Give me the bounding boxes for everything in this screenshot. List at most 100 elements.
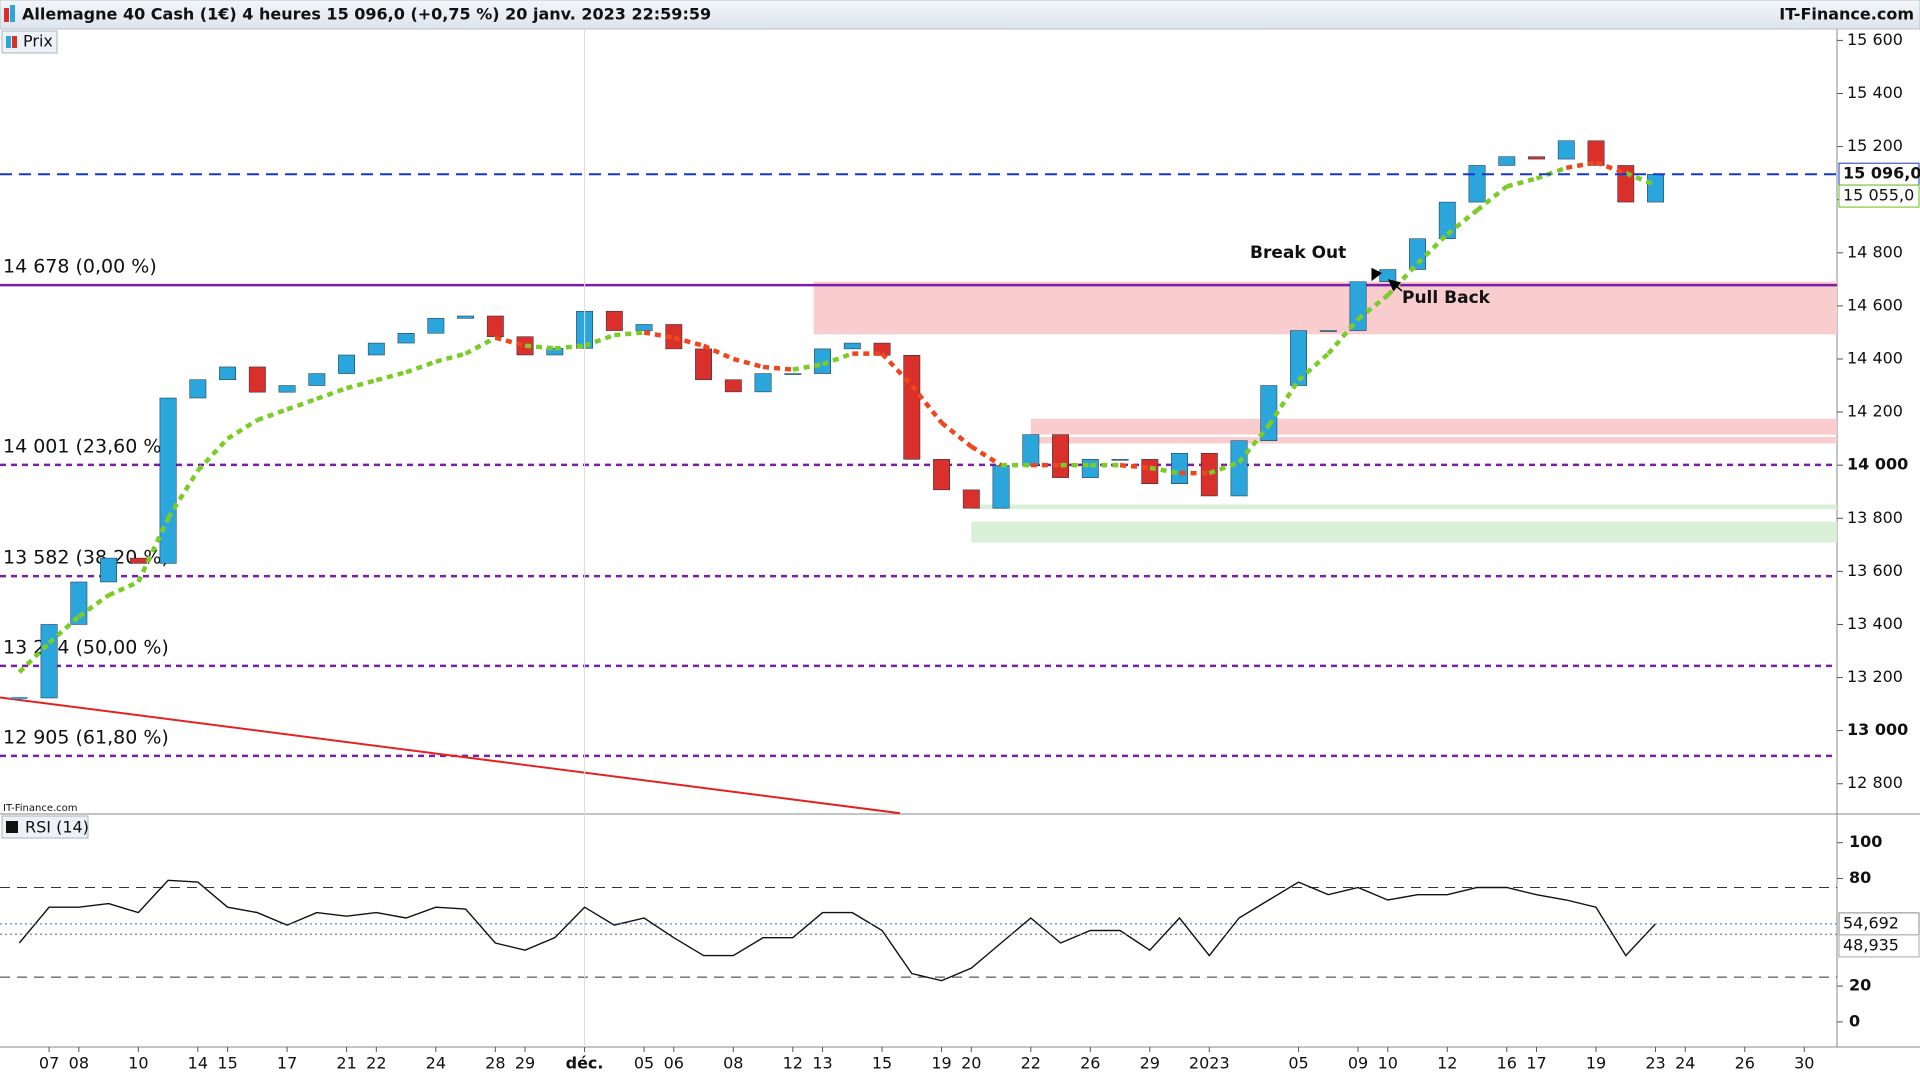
candle xyxy=(486,315,504,337)
candle xyxy=(367,342,385,356)
moving-average xyxy=(464,335,497,356)
candle xyxy=(695,348,712,380)
y-tick-label: 14 200 xyxy=(1847,402,1903,421)
y-tick-label: 15 600 xyxy=(1847,30,1903,49)
moving-average xyxy=(732,356,764,370)
rsi-line xyxy=(18,879,1657,982)
x-tick-label: 13 xyxy=(812,1054,832,1073)
signal-box xyxy=(1838,934,1920,958)
zone xyxy=(1030,437,1837,444)
x-tick-label: 19 xyxy=(1586,1054,1606,1073)
y-tick-label: 100 xyxy=(1849,832,1882,851)
fib-label: 13 582 (38,20 %) xyxy=(3,547,169,569)
candle xyxy=(1200,452,1218,497)
moving-average xyxy=(17,641,51,674)
moving-average xyxy=(1119,462,1150,471)
candle xyxy=(1141,459,1159,485)
moving-average xyxy=(792,362,823,372)
x-tick-label: 28 xyxy=(485,1054,505,1073)
zone xyxy=(1030,418,1837,435)
moving-average xyxy=(1297,351,1330,382)
header-source: IT-Finance.com xyxy=(1779,5,1914,24)
y-tick-label: 13 400 xyxy=(1847,614,1903,633)
zone xyxy=(971,521,1837,543)
candle xyxy=(1587,140,1605,166)
candle xyxy=(100,557,118,583)
x-tick-label: 22 xyxy=(366,1054,386,1073)
candle xyxy=(338,354,356,374)
last-price-label: 15 096,0 xyxy=(1843,164,1920,183)
moving-average xyxy=(1326,317,1360,356)
x-tick-label: 29 xyxy=(1140,1054,1160,1073)
x-tick-label: 2023 xyxy=(1189,1054,1230,1073)
y-tick-label: 13 200 xyxy=(1847,667,1903,686)
y-tick-label: 14 800 xyxy=(1847,242,1903,261)
x-tick-label: 26 xyxy=(1080,1054,1100,1073)
moving-average xyxy=(226,418,259,441)
candle xyxy=(1022,434,1040,466)
rsi-last-label: 54,692 xyxy=(1843,913,1899,932)
candle xyxy=(1290,330,1307,386)
x-tick-label: 07 xyxy=(39,1054,59,1073)
x-tick-label: 10 xyxy=(128,1054,148,1073)
x-tick-label: 24 xyxy=(1675,1054,1695,1073)
header-icon xyxy=(4,8,9,22)
moving-average xyxy=(136,517,171,583)
zone xyxy=(813,281,1837,335)
moving-average xyxy=(256,407,288,423)
candle xyxy=(397,332,415,344)
moving-average xyxy=(554,343,585,351)
candle xyxy=(1111,459,1129,461)
candle xyxy=(219,366,237,380)
moving-average xyxy=(524,343,556,351)
legend-label: Prix xyxy=(23,32,53,51)
candle xyxy=(1319,330,1337,332)
candle xyxy=(1438,201,1456,239)
x-tick-label: 20 xyxy=(961,1054,981,1073)
candle xyxy=(1528,156,1545,160)
candle xyxy=(189,379,207,399)
zone xyxy=(971,504,1837,510)
moving-average xyxy=(196,437,230,473)
moving-average xyxy=(316,386,348,401)
annotation: Break Out xyxy=(1250,243,1346,263)
x-tick-label: 08 xyxy=(723,1054,743,1073)
moving-average xyxy=(940,420,973,449)
x-tick-label: déc. xyxy=(566,1054,604,1073)
x-tick-label: 29 xyxy=(515,1054,535,1073)
moving-average xyxy=(375,370,407,383)
candle xyxy=(843,342,861,350)
moving-average xyxy=(1506,176,1538,189)
moving-average xyxy=(1595,160,1627,176)
candle xyxy=(754,373,772,393)
legend-icon xyxy=(6,821,18,833)
candle xyxy=(159,397,177,564)
signal-label: 48,935 xyxy=(1843,935,1899,954)
y-tick-label: 80 xyxy=(1849,868,1871,887)
candle xyxy=(605,310,623,331)
x-tick-label: 09 xyxy=(1348,1054,1368,1073)
candle xyxy=(814,348,831,374)
y-tick-label: 13 800 xyxy=(1847,508,1903,527)
x-tick-label: 26 xyxy=(1735,1054,1755,1073)
candle xyxy=(248,366,266,393)
y-tick-label: 15 200 xyxy=(1847,136,1903,155)
x-tick-label: 16 xyxy=(1497,1054,1517,1073)
moving-average xyxy=(1237,423,1271,464)
candle xyxy=(1498,156,1516,166)
x-tick-label: 23 xyxy=(1645,1054,1665,1073)
candle xyxy=(1468,165,1486,203)
ma-last-box xyxy=(1838,184,1920,208)
candle xyxy=(724,379,742,393)
moving-average xyxy=(1266,378,1301,427)
candle xyxy=(1052,434,1069,478)
candle xyxy=(903,355,921,460)
candle xyxy=(40,624,58,699)
x-tick-label: 08 xyxy=(69,1054,89,1073)
moving-average xyxy=(614,330,645,338)
moving-average xyxy=(1565,160,1597,171)
candle xyxy=(635,324,653,331)
